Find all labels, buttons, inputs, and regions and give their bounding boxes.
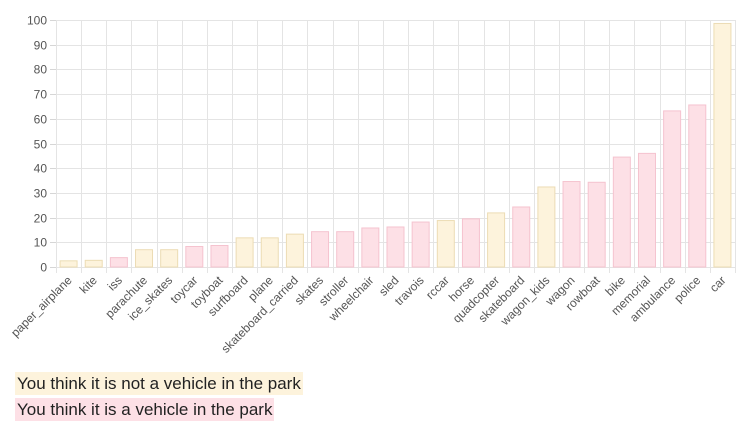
bar-horse <box>461 218 480 268</box>
y-tick-label: 70 <box>34 88 48 102</box>
y-tick-label: 20 <box>34 212 48 226</box>
bar-quadcopter <box>487 212 506 268</box>
bar-memorial <box>637 152 656 268</box>
bar-car <box>713 22 732 268</box>
x-axis: paper_airplane kite issparachuteice_skates… <box>8 273 728 356</box>
bar-surfboard <box>235 237 254 268</box>
bar-paper_airplane <box>59 260 78 268</box>
bar-iss <box>109 257 128 268</box>
bar-parachute <box>135 249 154 268</box>
bar-travois <box>411 221 430 268</box>
bar-chart: 0 10 20 30 40 50 60 70 80 90 100 paper_airplane kit… <box>8 14 736 356</box>
y-axis: 0 10 20 30 40 50 60 70 80 90 100 <box>27 14 47 275</box>
x-tick-label: travois <box>392 273 427 308</box>
y-tick-label: 0 <box>40 261 47 275</box>
bar-wagon <box>562 181 581 268</box>
bar-toycar <box>185 245 204 268</box>
y-tick-label: 100 <box>27 14 47 28</box>
chart-grid <box>50 20 736 273</box>
bar-ambulance <box>663 110 682 268</box>
bar-ice_skates <box>160 249 179 268</box>
x-tick-label: paper_airplane <box>8 273 75 340</box>
legend-not-vehicle: You think it is not a vehicle in the par… <box>15 372 303 395</box>
bar-sled <box>386 226 405 268</box>
bar-kite <box>84 259 103 268</box>
bar-stroller <box>336 231 355 268</box>
y-tick-label: 90 <box>34 39 48 53</box>
x-tick-label: kite <box>77 273 100 296</box>
bar-rccar <box>436 220 455 268</box>
y-tick-label: 60 <box>34 113 48 127</box>
x-tick-label: car <box>707 273 729 295</box>
bar-skates <box>311 231 330 268</box>
bar-plane <box>260 237 279 268</box>
bar-wagon_kids <box>537 186 556 268</box>
bar-bike <box>612 156 631 268</box>
chart-bars <box>59 22 732 268</box>
y-tick-label: 80 <box>34 63 48 77</box>
bar-skateboard <box>512 206 531 268</box>
x-tick-label: rccar <box>423 273 452 302</box>
y-tick-label: 10 <box>34 236 48 250</box>
x-tick-label: police <box>671 273 703 305</box>
legend-is-vehicle: You think it is a vehicle in the park <box>15 398 275 421</box>
y-tick-label: 50 <box>34 138 48 152</box>
bar-toyboat <box>210 245 229 268</box>
bar-skateboard_carried <box>285 233 304 268</box>
y-tick-label: 40 <box>34 162 48 176</box>
bar-police <box>688 104 707 268</box>
bar-wheelchair <box>361 227 380 268</box>
bar-rowboat <box>587 181 606 268</box>
y-tick-label: 30 <box>34 187 48 201</box>
